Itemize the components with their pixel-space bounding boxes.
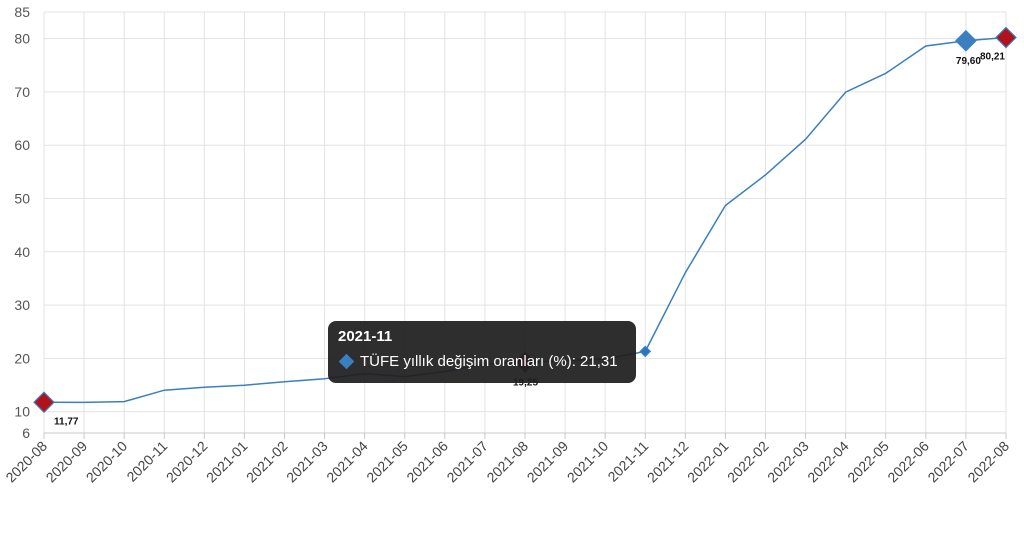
chart-tooltip: 2021-11 TÜFE yıllık değişim oranları (%)… [328,321,636,383]
x-tick-label: 2021-08 [483,438,531,486]
data-label: 80,21 [980,52,1005,63]
y-tick-label: 60 [14,137,30,153]
x-tick-label: 2021-02 [243,438,291,486]
data-point-marker [995,26,1017,49]
y-tick-label: 85 [14,4,30,20]
y-tick-label: 70 [14,84,30,100]
y-tick-label: 50 [14,191,30,207]
x-tick-label: 2021-03 [283,438,331,486]
x-tick-label: 2020-12 [163,438,211,486]
y-tick-label: 10 [14,404,30,420]
x-tick-label: 2022-03 [764,438,812,486]
x-tick-label: 2022-06 [884,438,932,486]
data-label: 11,77 [54,416,79,427]
x-tick-label: 2022-01 [684,438,732,486]
x-tick-label: 2022-04 [804,438,852,486]
x-tick-label: 2020-10 [83,438,131,486]
tooltip-title: 2021-11 [338,328,393,345]
y-tick-label: 30 [14,297,30,313]
x-tick-label: 2021-06 [403,438,451,486]
x-tick-label: 2021-05 [363,438,411,486]
data-point-marker [639,345,652,358]
x-tick-label: 2020-08 [2,438,50,486]
x-tick-label: 2021-04 [323,438,371,486]
tooltip-text: TÜFE yıllık değişim oranları (%): 21,31 [360,353,618,370]
y-tick-label: 6 [22,425,30,441]
data-point-marker [33,391,55,414]
y-tick-label: 40 [14,244,30,260]
x-tick-label: 2021-10 [564,438,612,486]
x-tick-label: 2021-09 [524,438,572,486]
y-tick-label: 80 [14,31,30,47]
x-tick-label: 2020-11 [123,438,170,485]
x-tick-label: 2021-07 [443,438,491,486]
x-tick-label: 2021-12 [644,438,692,486]
y-tick-label: 20 [14,350,30,366]
data-label: 79,60 [956,56,981,67]
data-point-marker [955,29,977,52]
tooltip-line: TÜFE yıllık değişim oranları (%): 21,31 [338,353,626,370]
x-tick-label: 2020-09 [43,438,91,486]
x-tick-label: 2022-02 [724,438,772,486]
diamond-icon [338,353,355,370]
x-tick-label: 2022-05 [844,438,892,486]
x-tick-label: 2021-01 [203,438,251,486]
x-tick-label: 2021-11 [604,438,651,485]
x-tick-label: 2022-07 [924,438,972,486]
x-tick-label: 2022-08 [964,438,1012,486]
